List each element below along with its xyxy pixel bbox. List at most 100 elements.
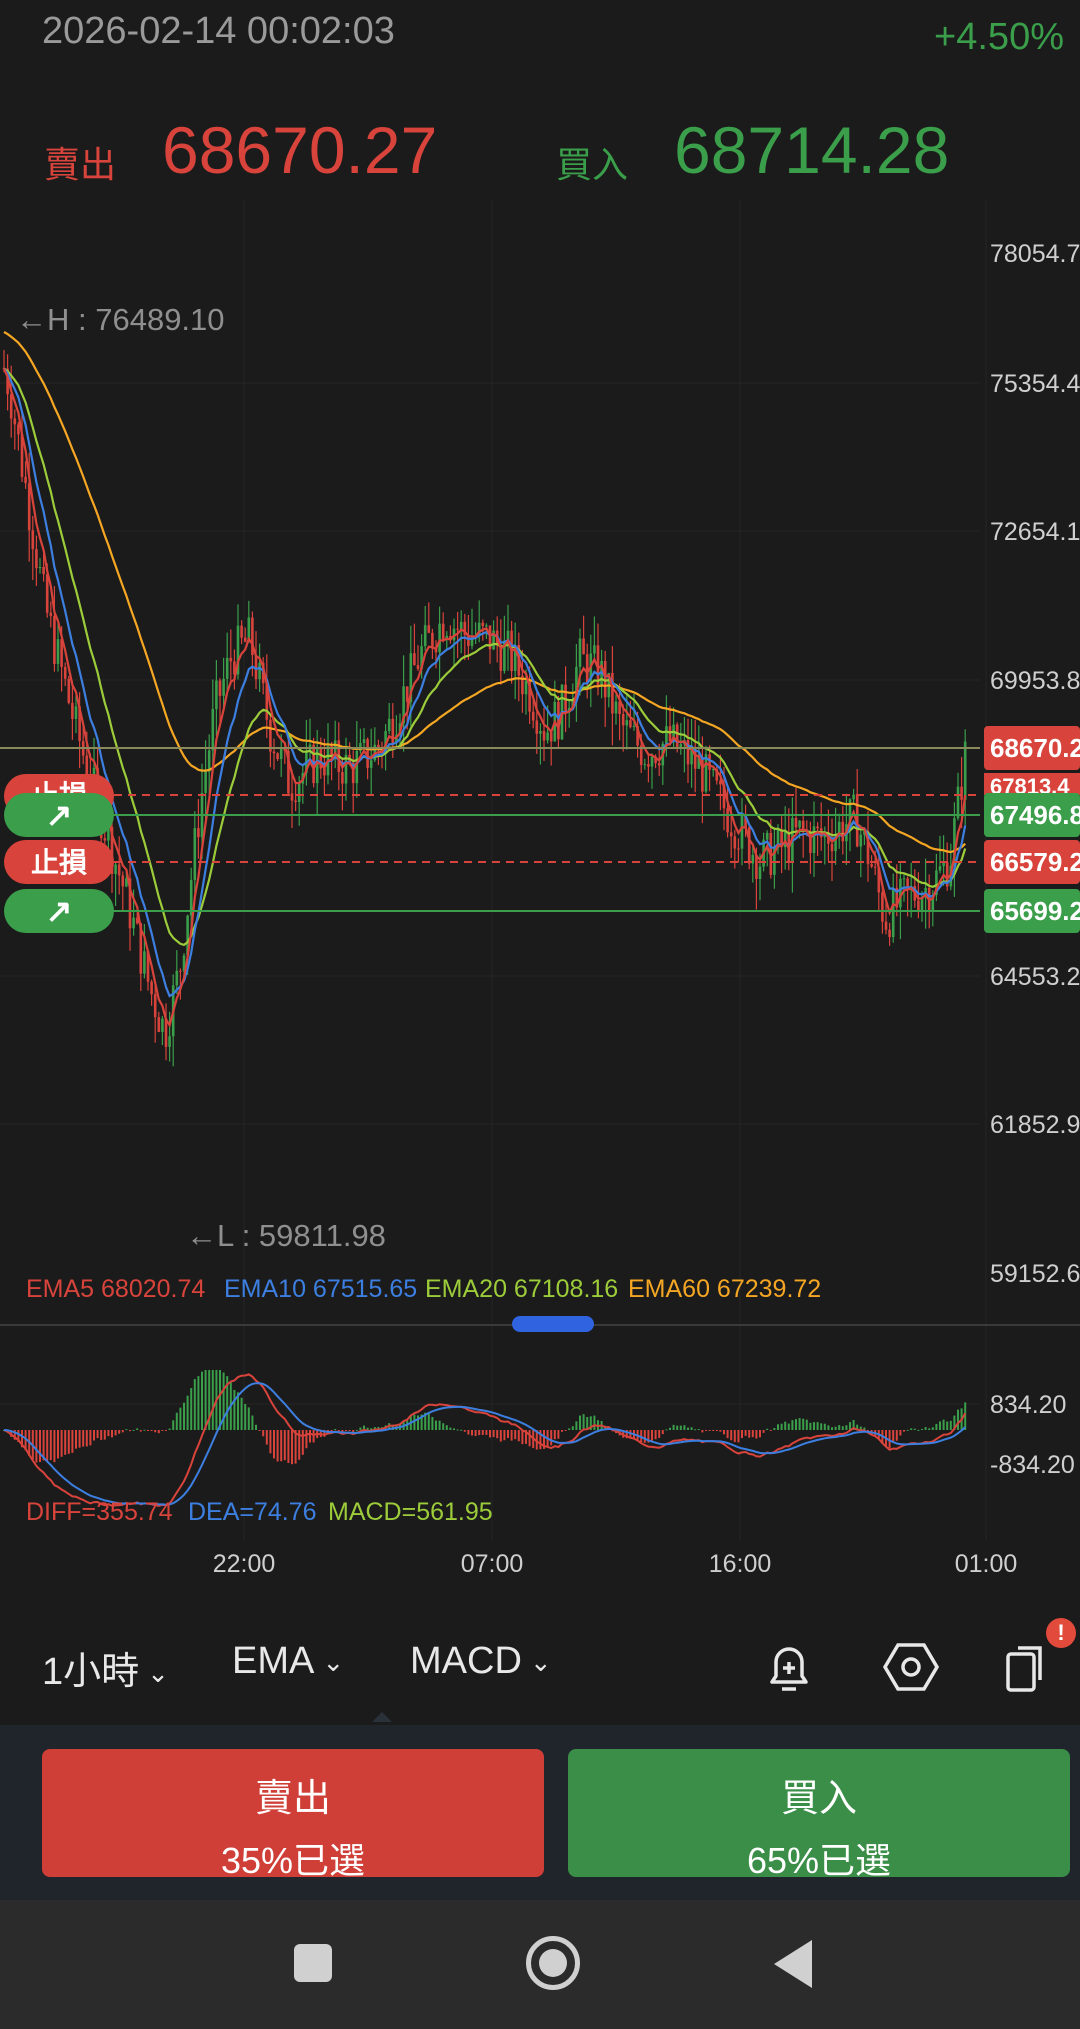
- sell-label: 賣出: [44, 144, 117, 185]
- add-alert-icon[interactable]: [760, 1638, 818, 1696]
- macd-histogram-bar: [751, 1430, 754, 1438]
- macd-histogram-bar: [571, 1426, 574, 1430]
- candle-body: [935, 870, 938, 896]
- sell-price: 68670.27: [162, 113, 438, 187]
- macd-histogram-bar: [417, 1415, 419, 1430]
- macd-histogram-bar: [589, 1416, 592, 1430]
- candle-body: [391, 718, 395, 744]
- macd-histogram-bar: [712, 1430, 715, 1431]
- macd-histogram-bar: [222, 1372, 225, 1430]
- candle-body: [715, 769, 719, 781]
- candle-body: [960, 786, 963, 800]
- buy-button[interactable]: 買入 65%已選: [568, 1749, 1070, 1881]
- macd-histogram-bar: [60, 1430, 63, 1457]
- candle-body: [456, 628, 459, 630]
- settings-icon[interactable]: [882, 1638, 940, 1696]
- candle-body: [870, 864, 873, 867]
- back-icon[interactable]: [774, 1940, 812, 1988]
- candle-body: [218, 680, 222, 696]
- macd-histogram-bar: [445, 1425, 448, 1430]
- macd-histogram-bar: [503, 1430, 506, 1441]
- indicator-label: EMA: [232, 1640, 315, 1682]
- multi-window-icon[interactable]: [1004, 1640, 1054, 1696]
- candle-body: [153, 994, 157, 1018]
- candle-body: [204, 771, 207, 793]
- macd-histogram-bar: [93, 1430, 95, 1441]
- chevron-down-icon: ⌄: [322, 1647, 345, 1678]
- macd-histogram-bar: [550, 1430, 553, 1446]
- home-icon[interactable]: [526, 1936, 580, 1990]
- chart-toolbar: 1小時 ⌄ EMA ⌄ MACD ⌄ !: [0, 1600, 1080, 1722]
- sub-indicator-label: MACD: [410, 1640, 522, 1682]
- macd-value-legend: MACD=561.95: [328, 1498, 493, 1526]
- macd-histogram-bar: [525, 1430, 527, 1444]
- stop-loss-marker-2[interactable]: [4, 840, 114, 884]
- stop-loss-marker-label: 止損: [31, 847, 87, 878]
- candle-body: [143, 951, 146, 974]
- macd-histogram-bar: [42, 1430, 45, 1461]
- macd-histogram-bar: [265, 1430, 268, 1445]
- macd-histogram-bar: [96, 1430, 99, 1439]
- candle-body: [834, 834, 837, 852]
- candle-body: [416, 665, 420, 669]
- high-label: ←H : 76489.10: [16, 302, 225, 337]
- sell-button[interactable]: 賣出 35%已選: [42, 1749, 544, 1881]
- candle-body: [503, 640, 506, 671]
- macd-histogram-bar: [161, 1430, 164, 1431]
- macd-histogram-bar: [507, 1430, 509, 1438]
- ema10-line: [3, 367, 967, 998]
- price-tag-buy-2: 65699.2: [990, 896, 1080, 926]
- buy-order-marker-1[interactable]: [4, 793, 114, 837]
- macd-histogram-bar: [827, 1425, 830, 1430]
- candle-body: [488, 625, 492, 650]
- sub-indicator-selector[interactable]: MACD ⌄: [410, 1640, 552, 1683]
- candle-body: [434, 648, 438, 653]
- buy-order-marker-2[interactable]: [4, 889, 114, 933]
- indicator-selector[interactable]: EMA ⌄: [232, 1640, 344, 1683]
- candle-body: [665, 726, 668, 744]
- macd-histogram-bar: [420, 1414, 423, 1430]
- macd-histogram-bar: [269, 1430, 272, 1454]
- macd-histogram-bar: [233, 1389, 236, 1430]
- macd-histogram-bar: [363, 1425, 365, 1430]
- macd-histogram-bar: [903, 1430, 905, 1432]
- macd-histogram-bar: [784, 1421, 787, 1430]
- price-chart[interactable]: 78054.7 75354.4 72654.1 69953.8 64553.2 …: [0, 190, 1080, 1590]
- candle-body: [549, 732, 553, 742]
- macd-histogram-bar: [557, 1430, 560, 1439]
- candle-body: [513, 644, 517, 672]
- arrow-up-right-icon: ↗: [46, 893, 73, 929]
- macd-histogram-bar: [744, 1430, 747, 1436]
- macd-histogram-bar: [276, 1430, 279, 1462]
- macd-histogram-bar: [359, 1427, 362, 1430]
- macd-histogram-bar: [237, 1392, 239, 1430]
- ema5-line: [2, 368, 967, 1028]
- candle-body: [276, 753, 279, 760]
- macd-histogram-bar: [766, 1428, 769, 1430]
- y-tick: 59152.6: [990, 1260, 1080, 1288]
- candle-body: [726, 808, 729, 833]
- candle-body: [319, 748, 323, 769]
- macd-histogram-bar: [330, 1430, 333, 1432]
- recent-apps-icon[interactable]: [294, 1944, 332, 1982]
- candle-body: [485, 625, 488, 627]
- macd-histogram-bar: [78, 1430, 81, 1448]
- ema10-legend: EMA10 67515.65: [224, 1275, 417, 1303]
- candle-body: [405, 686, 409, 703]
- macd-histogram-bar: [150, 1430, 153, 1431]
- macd-histogram-bar: [654, 1430, 657, 1440]
- interval-selector[interactable]: 1小時 ⌄: [42, 1640, 169, 1695]
- macd-histogram-bar: [82, 1430, 85, 1447]
- candle-body: [395, 735, 398, 744]
- candle-body: [956, 786, 960, 819]
- pane-resize-handle[interactable]: [512, 1316, 594, 1332]
- chevron-down-icon: ⌄: [147, 1658, 169, 1689]
- candle-body: [654, 756, 657, 764]
- candle-body: [420, 646, 423, 669]
- candle-body: [920, 897, 924, 912]
- macd-histogram-bar: [813, 1422, 815, 1430]
- macd-histogram-bar: [697, 1429, 700, 1431]
- candle-body: [197, 828, 200, 838]
- y-tick: 72654.1: [990, 518, 1080, 546]
- macd-histogram-bar: [287, 1430, 290, 1463]
